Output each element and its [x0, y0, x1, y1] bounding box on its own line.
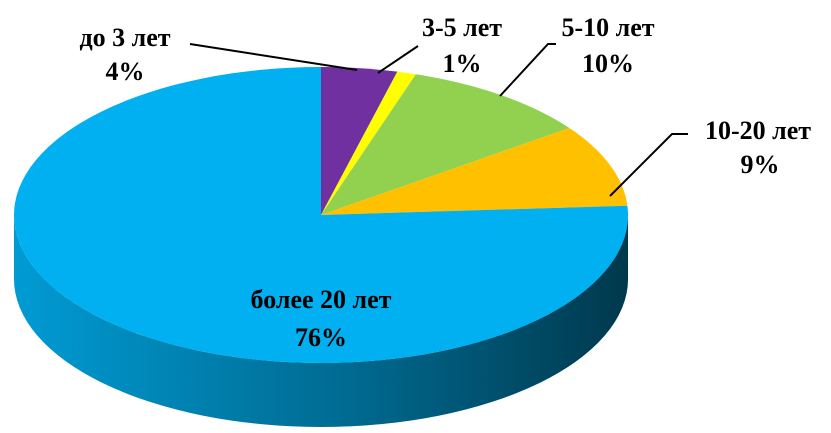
pie-slice	[321, 67, 398, 215]
value-label: 4%	[106, 57, 145, 86]
category-label: более 20 лет	[251, 285, 392, 314]
category-label: 3-5 лет	[422, 13, 502, 42]
value-label: 76%	[295, 323, 347, 352]
category-label: до 3 лет	[79, 23, 170, 52]
leader-line	[377, 45, 419, 74]
pie-slice	[321, 71, 416, 215]
pie-sides	[14, 215, 628, 427]
value-label: 1%	[443, 49, 482, 78]
pie-slice	[321, 128, 628, 215]
pie-slice	[14, 67, 629, 363]
category-label: 10-20 лет	[705, 116, 811, 145]
pie-slice	[321, 74, 570, 215]
labels: до 3 лет 4% 3-5 лет 1% 5-10 лет 10% 10-20 лет 9…	[79, 13, 811, 352]
side-shade	[14, 215, 628, 427]
value-label: 9%	[741, 150, 780, 179]
category-label: 5-10 лет	[561, 13, 654, 42]
leader-line	[609, 133, 688, 197]
value-label: 10%	[582, 49, 634, 78]
pie-tops	[14, 67, 629, 363]
leader-line	[189, 43, 358, 71]
leader-line	[499, 43, 556, 97]
